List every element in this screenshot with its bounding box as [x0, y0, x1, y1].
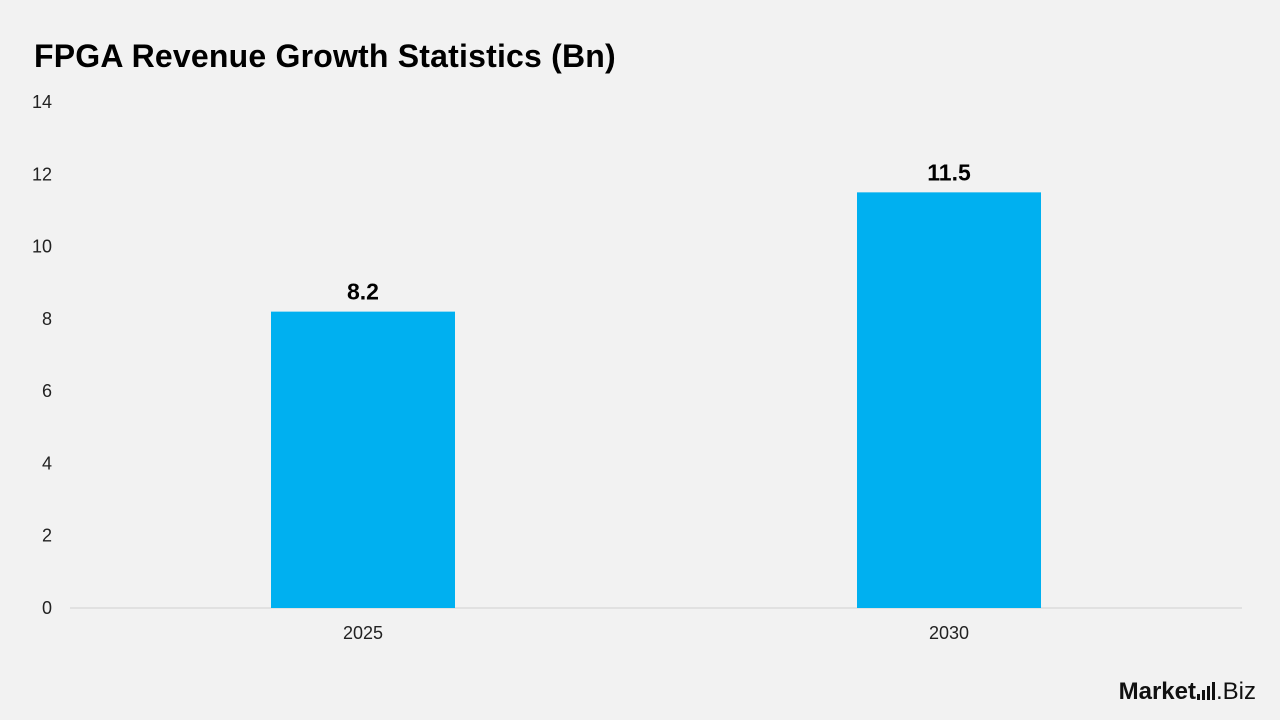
x-tick-label: 2025: [343, 623, 383, 643]
bar: [857, 192, 1041, 608]
y-tick-label: 0: [42, 598, 52, 618]
logo-suffix: .Biz: [1215, 678, 1256, 705]
y-tick-label: 6: [42, 381, 52, 401]
y-tick-label: 14: [32, 92, 52, 112]
logo-bars-icon: [1196, 682, 1215, 700]
y-tick-label: 10: [32, 237, 52, 257]
y-tick-label: 2: [42, 526, 52, 546]
x-tick-label: 2030: [929, 623, 969, 643]
y-tick-label: 4: [42, 453, 52, 473]
chart-title: FPGA Revenue Growth Statistics (Bn): [34, 38, 616, 74]
logo-word: Market: [1118, 678, 1196, 705]
marketbiz-logo: Market .Biz: [1119, 678, 1256, 706]
bar: [271, 311, 455, 608]
data-label: 11.5: [927, 159, 971, 185]
y-tick-label: 8: [42, 309, 52, 329]
data-label: 8.2: [347, 279, 379, 305]
y-tick-label: 12: [32, 164, 52, 184]
